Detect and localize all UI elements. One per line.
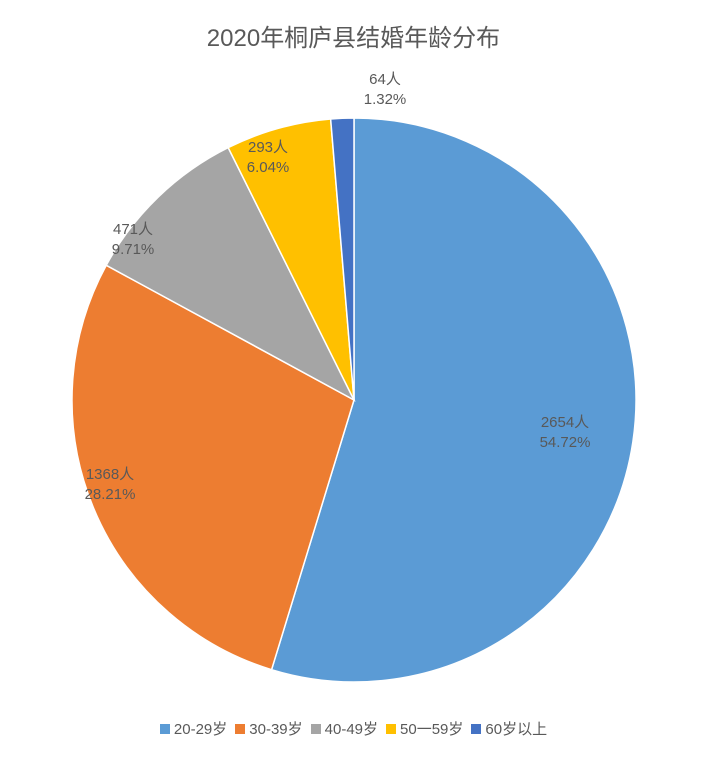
slice-label-count: 471人 (112, 220, 155, 240)
slice-label: 471人9.71% (112, 220, 155, 261)
pie-chart-container: 2020年桐庐县结婚年龄分布 2654人54.72% 1368人28.21% 471… (0, 0, 707, 767)
legend-swatch (235, 724, 245, 734)
pie-wrap (72, 118, 636, 687)
legend-text: 30-39岁 (249, 721, 302, 738)
legend-item: 40-49岁 (311, 718, 378, 739)
legend-text: 40-49岁 (325, 721, 378, 738)
slice-label: 2654人54.72% (540, 413, 591, 454)
chart-title: 2020年桐庐县结婚年龄分布 (0, 0, 707, 53)
slice-label-count: 1368人 (85, 465, 136, 485)
slice-label: 1368人28.21% (85, 465, 136, 506)
slice-label-percent: 28.21% (85, 485, 136, 505)
slice-label-count: 64人 (364, 70, 407, 90)
slice-label-percent: 1.32% (364, 90, 407, 110)
legend-text: 20-29岁 (174, 721, 227, 738)
pie-svg (72, 118, 636, 682)
slice-label-count: 2654人 (540, 413, 591, 433)
slice-label-percent: 54.72% (540, 433, 591, 453)
legend-item: 50一59岁 (386, 718, 463, 739)
legend-text: 60岁以上 (485, 721, 547, 738)
legend-item: 60岁以上 (471, 718, 547, 739)
slice-label-percent: 6.04% (247, 158, 290, 178)
legend-swatch (311, 724, 321, 734)
slice-label-percent: 9.71% (112, 240, 155, 260)
legend-swatch (160, 724, 170, 734)
slice-label-count: 293人 (247, 138, 290, 158)
legend-swatch (386, 724, 396, 734)
legend-item: 30-39岁 (235, 718, 302, 739)
legend-text: 50一59岁 (400, 721, 463, 738)
legend-swatch (471, 724, 481, 734)
legend-item: 20-29岁 (160, 718, 227, 739)
slice-label: 64人1.32% (364, 70, 407, 111)
slice-label: 293人6.04% (247, 138, 290, 179)
legend: 20-29岁 30-39岁 40-49岁 50一59岁 60岁以上 (0, 718, 707, 739)
